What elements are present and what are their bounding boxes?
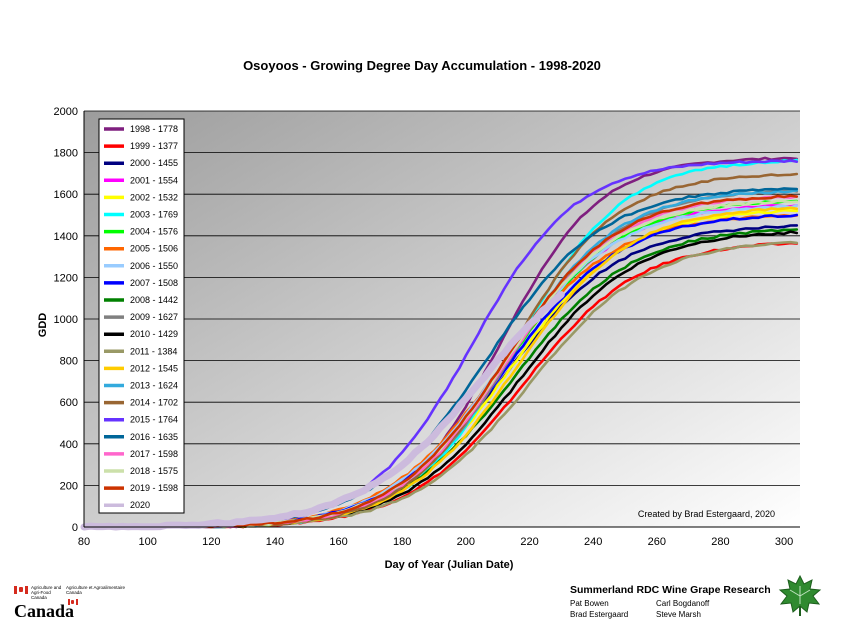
- x-tick-label: 220: [520, 536, 538, 548]
- y-tick-label: 2000: [54, 106, 78, 118]
- legend-label: 2017 - 1598: [130, 449, 178, 459]
- legend-label: 2019 - 1598: [130, 483, 178, 493]
- x-tick-label: 300: [775, 536, 793, 548]
- legend-label: 2006 - 1550: [130, 261, 178, 271]
- aafc-logo: Agriculture and Agri-Food Canada Agricul…: [14, 584, 154, 621]
- chart-svg: 80 100 120 140 160 180 200 220 240 260 280 300 0 200…: [37, 106, 800, 571]
- legend-label: 2007 - 1508: [130, 278, 178, 288]
- legend-label: 2001 - 1554: [130, 175, 178, 185]
- x-tick-labels: 80 100 120 140 160 180 200 220 240 260 280 300: [78, 536, 793, 548]
- legend: 1998 - 1778 1999 - 1377 2000 - 1455 2001 - …: [98, 118, 185, 514]
- x-tick-label: 160: [329, 536, 347, 548]
- legend-label: 2020: [130, 500, 150, 510]
- person-name: Pat Bowen: [570, 599, 609, 608]
- legend-label: 2000 - 1455: [130, 158, 178, 168]
- dept-name-fr: Agriculture et Agroalimentaire Canada: [66, 585, 126, 595]
- gridlines: [84, 110, 800, 486]
- dept-name-en: Agriculture and Agri-Food Canada: [31, 585, 62, 600]
- legend-label: 2005 - 1506: [130, 244, 178, 254]
- canada-wordmark: Canada: [14, 601, 75, 621]
- chart-title: Osoyoos - Growing Degree Day Accumulatio…: [243, 58, 601, 73]
- y-tick-label: 600: [60, 397, 78, 409]
- person-name: Brad Estergaard: [570, 610, 629, 619]
- legend-label: 2004 - 1576: [130, 227, 178, 237]
- person-name: Carl Bogdanoff: [656, 599, 710, 608]
- y-tick-label: 1600: [54, 189, 78, 201]
- y-axis-title: GDD: [37, 313, 49, 338]
- y-tick-label: 800: [60, 356, 78, 368]
- wordmark-flag-icon: [68, 599, 78, 605]
- y-tick-labels: 0 200 400 600 800 1000 1200 1400 1600 1800 2000: [54, 106, 78, 534]
- x-tick-label: 200: [457, 536, 475, 548]
- legend-label: 1999 - 1377: [130, 141, 178, 151]
- research-credits: Summerland RDC Wine Grape Research Pat B…: [570, 574, 840, 621]
- legend-label: 2018 - 1575: [130, 466, 178, 476]
- legend-label: 2012 - 1545: [130, 363, 178, 373]
- y-tick-label: 1000: [54, 314, 78, 326]
- legend-label: 2013 - 1624: [130, 381, 178, 391]
- y-tick-label: 0: [72, 522, 78, 534]
- x-tick-label: 260: [648, 536, 666, 548]
- x-tick-label: 120: [202, 536, 220, 548]
- canada-flag-icon: [14, 586, 28, 594]
- legend-label: 2003 - 1769: [130, 210, 178, 220]
- x-axis-title: Day of Year (Julian Date): [385, 559, 514, 571]
- legend-label: 2002 - 1532: [130, 192, 178, 202]
- x-tick-label: 180: [393, 536, 411, 548]
- y-tick-label: 400: [60, 439, 78, 451]
- x-tick-label: 140: [266, 536, 284, 548]
- legend-label: 2016 - 1635: [130, 432, 178, 442]
- legend-label: 2015 - 1764: [130, 415, 178, 425]
- person-name: Steve Marsh: [656, 610, 701, 619]
- legend-label: 2010 - 1429: [130, 329, 178, 339]
- y-tick-label: 1800: [54, 148, 78, 160]
- x-tick-label: 240: [584, 536, 602, 548]
- x-tick-label: 100: [138, 536, 156, 548]
- y-tick-label: 1400: [54, 231, 78, 243]
- legend-label: 2008 - 1442: [130, 295, 178, 305]
- credit-annotation: Created by Brad Estergaard, 2020: [638, 509, 775, 519]
- legend-label: 1998 - 1778: [130, 124, 178, 134]
- y-tick-label: 200: [60, 480, 78, 492]
- legend-label: 2011 - 1384: [130, 346, 177, 356]
- legend-label: 2009 - 1627: [130, 312, 178, 322]
- x-tick-label: 80: [78, 536, 90, 548]
- org-name: Summerland RDC Wine Grape Research: [570, 584, 771, 596]
- y-tick-label: 1200: [54, 272, 78, 284]
- x-tick-label: 280: [711, 536, 729, 548]
- legend-label: 2014 - 1702: [130, 398, 178, 408]
- grape-leaf-icon: [778, 574, 822, 616]
- series-line: [80, 291, 565, 531]
